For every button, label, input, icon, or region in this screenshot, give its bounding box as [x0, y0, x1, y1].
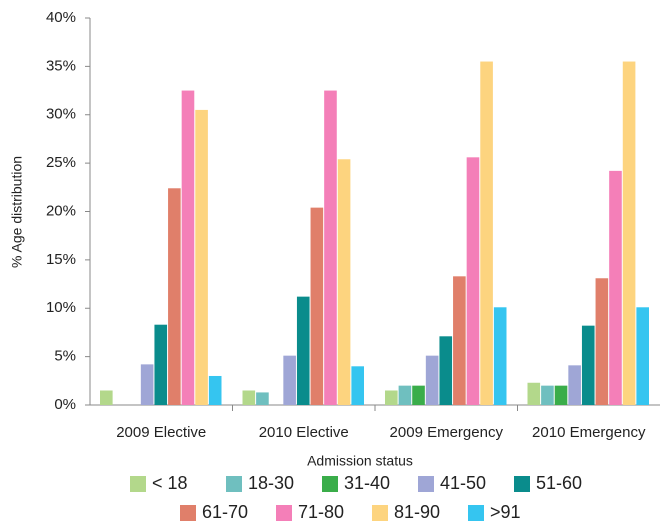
bar [310, 207, 324, 405]
legend-label: 41-50 [440, 473, 486, 493]
bar [527, 382, 541, 405]
y-tick-label: 15% [46, 251, 76, 268]
bar [140, 364, 154, 405]
bar [439, 336, 453, 405]
y-axis-label: % Age distribution [9, 156, 25, 268]
legend-label: 81-90 [394, 502, 440, 522]
legend-label: 61-70 [202, 502, 248, 522]
bar [168, 188, 181, 405]
x-tick-label: 2009 Emergency [390, 424, 504, 441]
legend-swatch [226, 476, 242, 492]
bar [256, 392, 269, 405]
x-tick-label: 2010 Emergency [532, 424, 646, 441]
bar [622, 61, 636, 405]
y-tick-label: 20% [46, 202, 76, 219]
legend-label: 71-80 [298, 502, 344, 522]
bar [242, 390, 256, 405]
bar [283, 355, 296, 405]
bar [412, 385, 425, 405]
x-tick-label: 2009 Elective [116, 424, 206, 441]
y-tick-label: 40% [46, 9, 76, 26]
bar [208, 375, 222, 405]
bar [609, 170, 622, 405]
y-tick-label: 30% [46, 106, 76, 123]
bar [595, 278, 609, 405]
y-tick-label: 0% [54, 396, 76, 413]
legend-label: 31-40 [344, 473, 390, 493]
bar [453, 276, 466, 405]
bar [541, 385, 554, 405]
bar [493, 307, 507, 405]
bar [351, 366, 364, 405]
x-tick-label: 2010 Elective [259, 424, 349, 441]
bar [337, 159, 351, 405]
bar [195, 109, 208, 405]
y-tick-label: 5% [54, 348, 76, 365]
bar [296, 296, 310, 405]
bar [581, 325, 595, 405]
bar [554, 385, 568, 405]
legend-label: 51-60 [536, 473, 582, 493]
bar [181, 90, 195, 405]
legend-label: < 18 [152, 473, 188, 493]
bar [385, 390, 398, 405]
bar [100, 390, 113, 405]
y-tick-label: 10% [46, 299, 76, 316]
legend-swatch [468, 505, 484, 521]
bar [636, 307, 649, 405]
y-tick-label: 35% [46, 57, 76, 74]
bar [324, 90, 337, 405]
legend-swatch [322, 476, 338, 492]
bar [425, 355, 439, 405]
bar [154, 324, 168, 405]
y-tick-label: 25% [46, 154, 76, 171]
bar [568, 365, 581, 405]
legend-swatch [130, 476, 146, 492]
legend-label: >91 [490, 502, 521, 522]
bar [466, 157, 480, 405]
bar [480, 61, 493, 405]
legend-swatch [372, 505, 388, 521]
legend-swatch [180, 505, 196, 521]
bar [398, 385, 412, 405]
legend-label: 18-30 [248, 473, 294, 493]
legend-swatch [276, 505, 292, 521]
legend-swatch [514, 476, 530, 492]
legend-swatch [418, 476, 434, 492]
x-axis-label: Admission status [307, 453, 413, 469]
